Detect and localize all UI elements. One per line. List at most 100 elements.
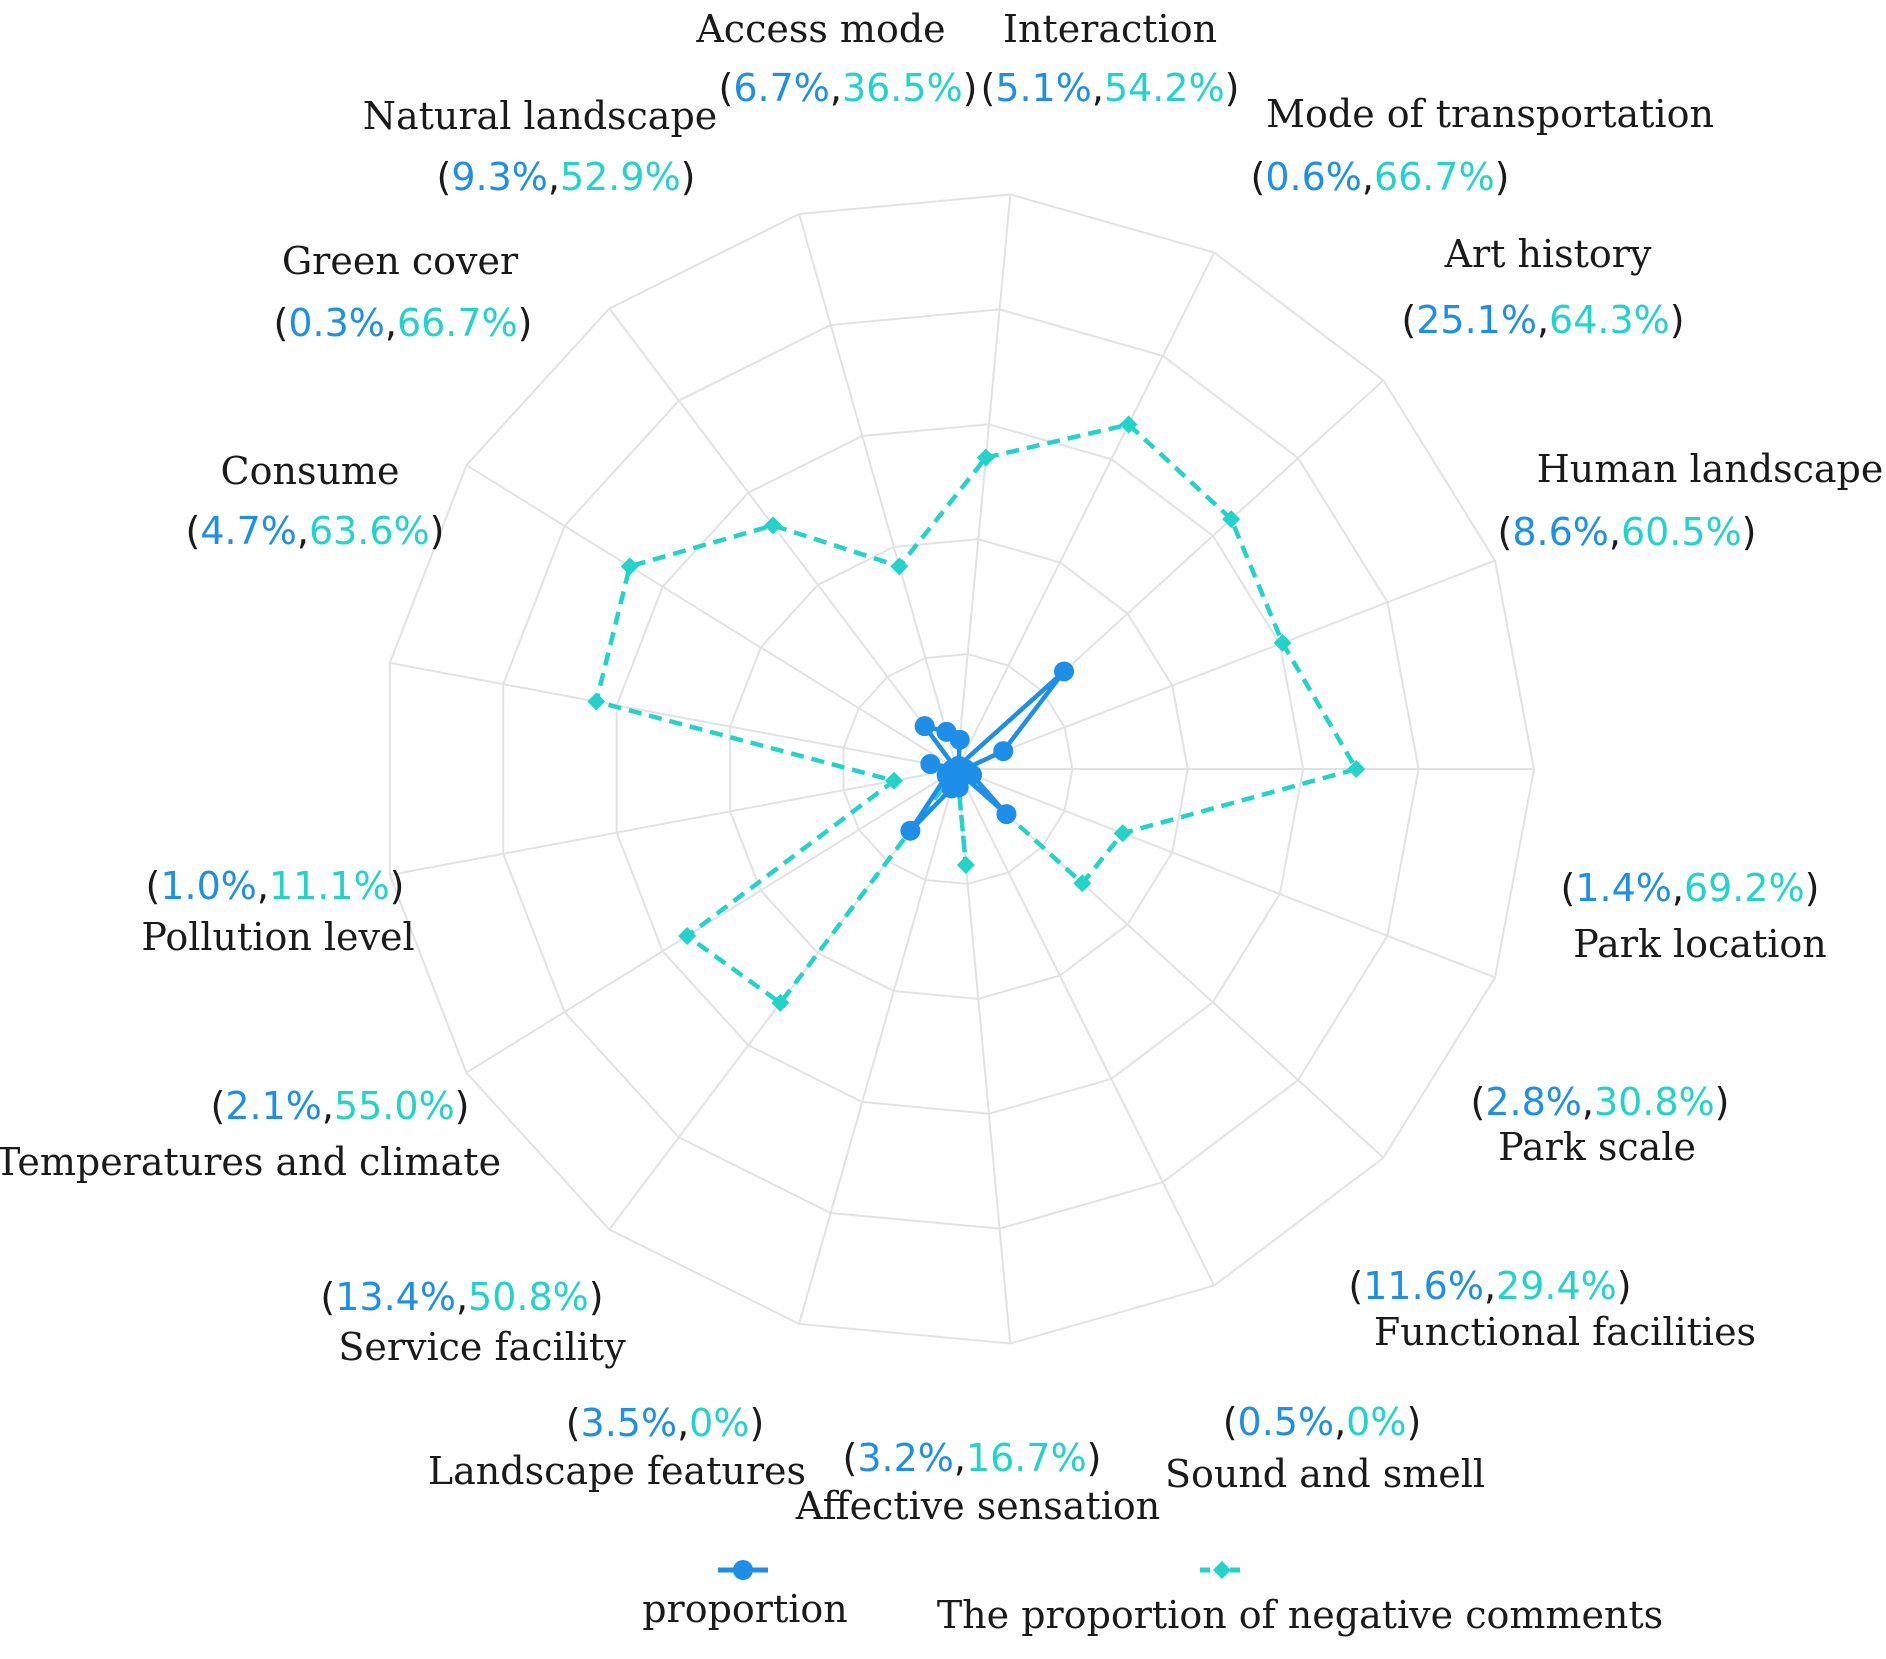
negative-comments-point [890,557,909,576]
comma: , [1609,510,1621,554]
category-label: Interaction (5.1%,54.2%) [980,7,1239,110]
proportion-point [936,721,957,742]
category-name: Mode of transportation [1266,92,1714,136]
category-name: Sound and smell [1165,1452,1485,1496]
negative-comments-point [1113,824,1132,843]
negative-comments-point [620,557,639,576]
proportion-value: 8.6% [1512,510,1609,554]
comma: , [456,1275,468,1319]
category-label: Service facility(13.4%,50.8%) [320,1275,626,1369]
paren: ) [749,1401,764,1445]
negative-value: 60.5% [1621,510,1742,554]
negative-value: 66.7% [1374,155,1495,199]
category-label: Consume (4.7%,63.6%) [185,449,444,553]
paren: ) [589,1275,604,1319]
legend-label: proportion [642,1587,848,1631]
proportion-value: 0.6% [1265,155,1362,199]
grid-ring [615,423,1305,1115]
category-name: Functional facilities [1374,1310,1756,1354]
legend-swatch-marker [1213,1561,1231,1579]
paren: ) [1670,298,1685,342]
category-name: Human landscape [1537,447,1884,491]
proportion-value: 1.4% [1575,866,1672,910]
category-values: (0.3%,66.7%) [273,301,532,345]
grid-spoke [956,768,1216,1286]
grid-spoke [465,768,958,1074]
paren: ) [518,301,533,345]
negative-value: 11.1% [269,864,390,908]
paren: ( [320,1275,335,1319]
grid-spoke [465,464,958,770]
paren: ) [390,864,405,908]
proportion-line [908,669,1067,833]
negative-value: 52.9% [560,155,681,199]
grid-ring [729,538,1189,1000]
negative-value: 66.7% [397,301,518,345]
legend-label: The proportion of negative comments [937,1593,1663,1637]
category-label: Park scale(2.8%,30.8%) [1470,1080,1729,1169]
category-values: (4.7%,63.6%) [185,509,444,553]
grid-ring [388,193,1536,1345]
proportion-point [1054,661,1075,682]
paren: ( [1348,1264,1363,1308]
grid-spoke [956,559,1496,770]
category-name: Pollution level [141,915,414,959]
paren: ( [1560,866,1575,910]
grid-spoke [608,307,958,770]
paren: ) [681,155,696,199]
category-values: (9.3%,52.9%) [436,155,695,199]
paren: ( [273,301,288,345]
category-values: (1.4%,69.2%) [1560,866,1819,910]
grid-spoke [956,768,1012,1344]
paren: ) [430,509,445,553]
paren: ( [718,66,733,110]
negative-comments-point [1073,874,1092,893]
comma: , [830,66,842,110]
category-values: (11.6%,29.4%) [1348,1264,1631,1308]
paren: ( [436,155,451,199]
proportion-value: 3.2% [857,1436,954,1480]
category-label: Art history (25.1%,64.3%) [1401,232,1684,342]
negative-value: 30.8% [1594,1080,1715,1124]
category-name: Park scale [1498,1125,1696,1169]
negative-comments-point [771,993,790,1012]
category-label: Green cover (0.3%,66.7%) [273,239,532,345]
paren: ( [566,1401,581,1445]
category-label: Affective sensation(3.2%,16.7%) [795,1436,1160,1528]
category-name: Green cover [282,239,519,283]
paren: ( [1497,510,1512,554]
category-values: (5.1%,54.2%) [980,66,1239,110]
comma: , [1334,1400,1346,1444]
proportion-value: 13.4% [335,1275,456,1319]
proportion-value: 2.1% [225,1084,322,1128]
grid-spoke [798,768,958,1325]
negative-comments-point [678,927,697,946]
series-proportion [900,661,1075,841]
category-name: Interaction [1003,7,1217,51]
category-label: Access mode (6.7%,36.5%) [695,7,977,110]
paren: ) [1225,66,1240,110]
paren: ( [980,66,995,110]
paren: ) [1406,1400,1421,1444]
legend: proportion The proportion of negative com… [642,1560,1663,1637]
negative-comments-point [956,855,975,874]
paren: ( [1250,155,1265,199]
category-values: (0.6%,66.7%) [1250,155,1509,199]
paren: ) [1715,1080,1730,1124]
negative-value: 29.4% [1496,1264,1617,1308]
proportion-point [993,741,1014,762]
negative-comments-line [594,422,1359,1006]
negative-value: 63.6% [309,509,430,553]
comma: , [1362,155,1374,199]
negative-value: 69.2% [1684,866,1805,910]
category-label: Human landscape (8.6%,60.5%) [1497,447,1883,554]
paren: ( [842,1436,857,1480]
category-name: Landscape features [428,1449,806,1493]
category-label: Natural landscape (9.3%,52.9%) [363,94,718,199]
negative-comments-point [1347,760,1366,779]
category-values: (0.5%,0%) [1223,1400,1422,1444]
negative-comments-point [587,692,606,711]
negative-comments-point [885,771,904,790]
comma: , [1484,1264,1496,1308]
